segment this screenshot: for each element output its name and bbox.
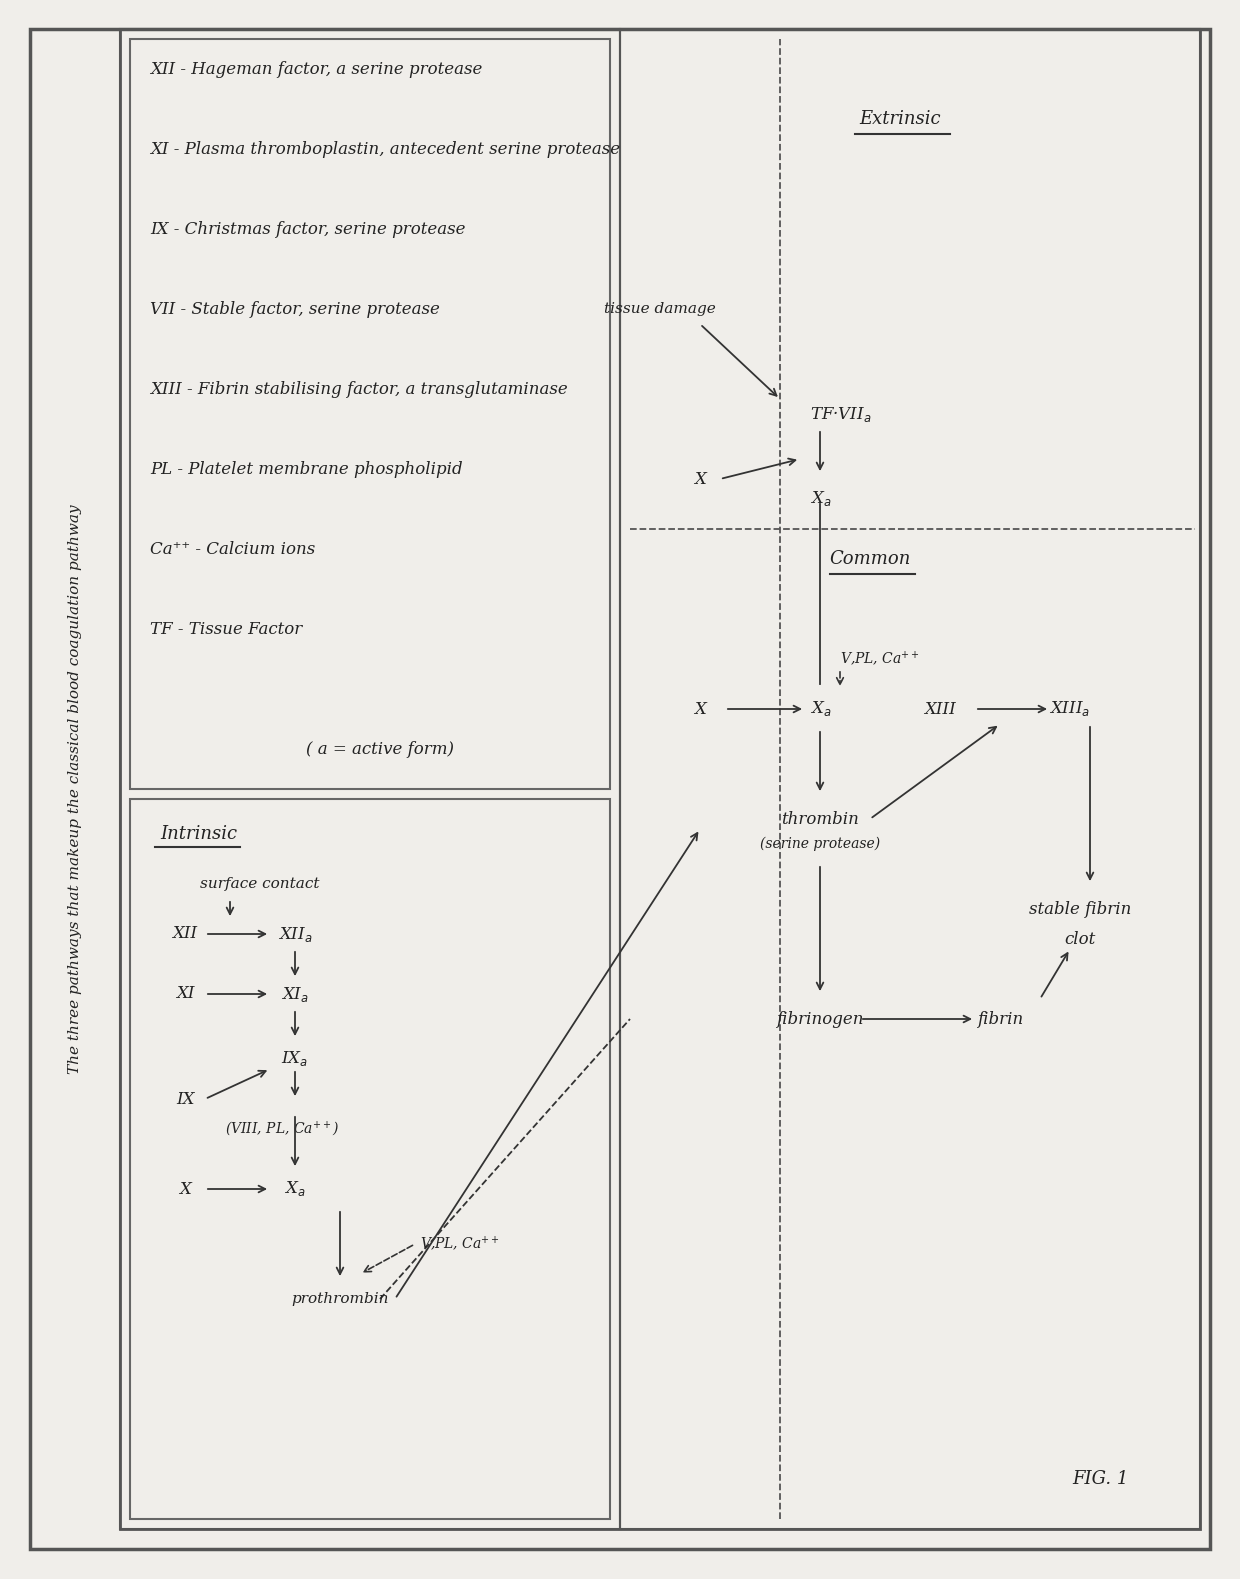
Text: Common: Common [830,549,910,568]
Text: IX - Christmas factor, serine protease: IX - Christmas factor, serine protease [150,221,465,237]
Text: fibrinogen: fibrinogen [776,1011,864,1028]
Text: IX: IX [176,1091,195,1107]
Text: surface contact: surface contact [200,876,320,891]
Bar [120,28,1200,1528]
Text: IX$_a$: IX$_a$ [281,1050,309,1069]
Text: PL - Platelet membrane phospholipid: PL - Platelet membrane phospholipid [150,461,463,477]
Bar [130,39,610,790]
Bar [620,28,1200,1528]
Text: prothrombin: prothrombin [291,1292,389,1306]
Text: XIII - Fibrin stabilising factor, a transglutaminase: XIII - Fibrin stabilising factor, a tran… [150,381,568,398]
Text: Intrinsic: Intrinsic [160,824,237,843]
Text: XII$_a$: XII$_a$ [278,924,312,944]
Text: X: X [694,471,706,488]
Text: V,PL, Ca$^{++}$: V,PL, Ca$^{++}$ [420,1235,500,1254]
Text: (serine protease): (serine protease) [760,837,880,851]
Text: XI: XI [176,985,195,1003]
Text: clot: clot [1064,930,1096,947]
Text: Extrinsic: Extrinsic [859,111,941,128]
Text: The three pathways that makeup the classical blood coagulation pathway: The three pathways that makeup the class… [68,504,82,1074]
Text: (VIII, PL, Ca$^{++}$): (VIII, PL, Ca$^{++}$) [224,1120,340,1138]
Text: thrombin: thrombin [781,810,859,827]
Text: X$_a$: X$_a$ [810,489,832,508]
Bar [120,28,620,1528]
Text: XIII: XIII [924,701,956,717]
Text: VII - Stable factor, serine protease: VII - Stable factor, serine protease [150,300,440,317]
Text: stable fibrin: stable fibrin [1029,900,1131,917]
Text: FIG. 1: FIG. 1 [1071,1470,1128,1487]
Text: X$_a$: X$_a$ [810,699,832,718]
Text: tissue damage: tissue damage [604,302,715,316]
Text: X: X [694,701,706,717]
Text: XIII$_a$: XIII$_a$ [1049,699,1090,718]
Bar [130,799,610,1519]
Text: XII - Hageman factor, a serine protease: XII - Hageman factor, a serine protease [150,60,482,77]
Text: XI - Plasma thromboplastin, antecedent serine protease: XI - Plasma thromboplastin, antecedent s… [150,141,620,158]
Text: TF·VII$_a$: TF·VII$_a$ [810,404,872,423]
Text: X: X [179,1181,191,1197]
Text: Ca⁺⁺ - Calcium ions: Ca⁺⁺ - Calcium ions [150,540,315,557]
Text: XII: XII [172,925,197,943]
Text: fibrin: fibrin [977,1011,1023,1028]
Text: XI$_a$: XI$_a$ [281,984,309,1004]
Text: ( a = active form): ( a = active form) [306,741,454,758]
Text: X$_a$: X$_a$ [284,1180,306,1198]
Text: V,PL, Ca$^{++}$: V,PL, Ca$^{++}$ [839,649,920,668]
Text: TF - Tissue Factor: TF - Tissue Factor [150,621,303,638]
